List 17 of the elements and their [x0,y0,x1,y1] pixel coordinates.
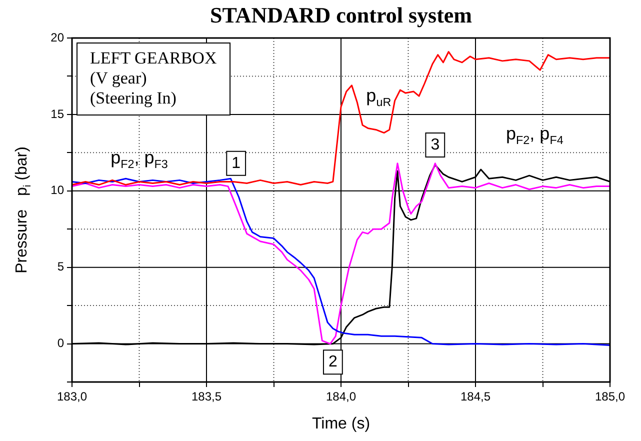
annotation: 3 [430,136,440,154]
x-tick-label: 183,5 [191,390,222,404]
annotation: 2 [328,354,338,371]
annotation: 1 [232,154,241,172]
y-tick-label: 10 [50,183,64,198]
y-tick-label: 0 [57,336,64,350]
annotation: LEFT GEARBOX (V gear) (Steering In) [90,48,217,108]
y-tick-label: 5 [57,260,64,274]
x-tick-label: 184,0 [326,390,356,404]
y-axis-title: Pressure pi (bar) [13,146,34,274]
x-tick-label: 185,0 [594,390,626,404]
x-tick-label: 184,5 [460,390,491,404]
chart-title: STANDARD control system [210,2,472,28]
y-tick-label: 15 [50,106,64,121]
y-tick-label: 20 [50,30,64,44]
x-tick-label: 183,0 [56,390,88,404]
x-axis-title: Time (s) [312,415,370,432]
